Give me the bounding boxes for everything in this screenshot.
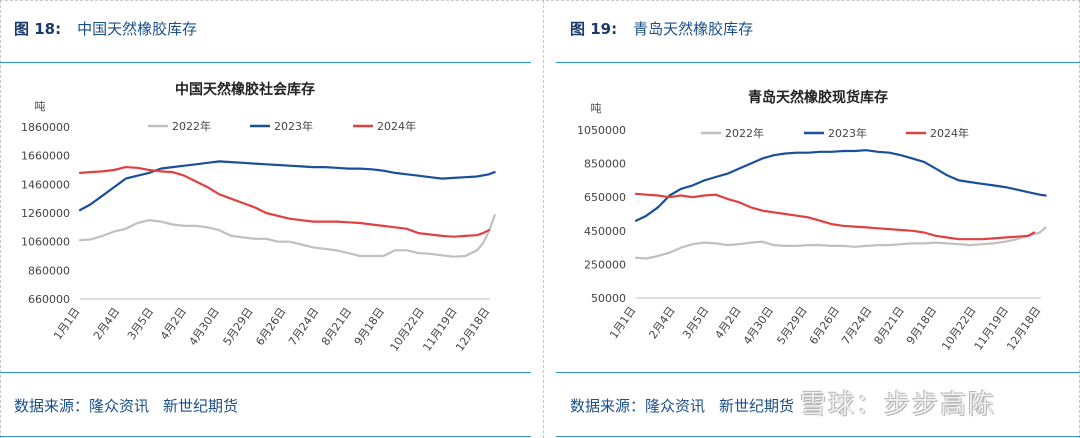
legend-label: 2024年 — [930, 126, 969, 140]
top-dashed-border — [0, 0, 1080, 1]
series-line-2024年 — [634, 192, 1036, 241]
source-note: 数据来源：隆众资讯 新世纪期货 — [570, 395, 808, 416]
chart-title: 中国天然橡胶社会库存 — [175, 81, 315, 98]
source-label: 数据来源： — [14, 397, 90, 415]
source-xinshiji: 新世纪期货 — [719, 397, 795, 415]
x-tick-label: 3月5日 — [125, 305, 156, 342]
y-tick-label: 660000 — [28, 293, 70, 306]
y-axis-unit-label: 吨 — [35, 100, 46, 113]
series-line-2022年 — [78, 214, 496, 258]
y-tick-label: 1460000 — [21, 178, 70, 191]
title-rule — [556, 62, 1080, 63]
source-longzhong: 隆众资讯 — [89, 397, 150, 415]
source-rule — [0, 372, 531, 373]
figure-title: 图 19: 青岛天然橡胶库存 — [570, 18, 753, 39]
x-tick-label: 4月30日 — [187, 305, 222, 348]
x-tick-label: 7月24日 — [839, 304, 874, 347]
series-line-2023年 — [78, 160, 496, 212]
y-tick-label: 850000 — [584, 158, 626, 171]
bottom-rule — [0, 436, 531, 437]
legend-label: 2024年 — [377, 119, 416, 133]
x-tick-label: 8月21日 — [872, 304, 907, 347]
x-tick-label: 4月2日 — [712, 304, 743, 341]
title-rule — [0, 62, 531, 63]
x-tick-label: 4月2日 — [158, 305, 189, 342]
x-tick-label: 6月26日 — [807, 304, 842, 347]
bottom-rule — [556, 436, 1080, 437]
y-tick-label: 1260000 — [21, 207, 70, 220]
x-tick-label: 5月29日 — [774, 304, 809, 347]
y-tick-label: 860000 — [28, 264, 70, 277]
legend-label: 2022年 — [725, 126, 764, 140]
center-dashed-divider — [543, 0, 544, 438]
x-tick-label: 9月18日 — [904, 304, 939, 347]
y-tick-label: 250000 — [584, 258, 626, 271]
chart-title: 青岛天然橡胶现货库存 — [748, 89, 888, 106]
series-line-2024年 — [78, 165, 490, 238]
y-tick-label: 650000 — [584, 191, 626, 204]
y-tick-label: 1660000 — [21, 150, 70, 163]
x-tick-label: 1月1日 — [607, 304, 638, 341]
watermark: 雪球：步步高陈 — [800, 390, 997, 420]
y-axis-unit-label: 吨 — [591, 102, 602, 115]
x-tick-label: 8月21日 — [319, 305, 354, 348]
legend-label: 2022年 — [172, 119, 211, 133]
figure-number: 图 18: — [14, 20, 62, 38]
left-dashed-border — [0, 0, 1, 438]
y-tick-label: 1860000 — [21, 121, 70, 134]
legend-label: 2023年 — [274, 119, 313, 133]
series-line-2022年 — [634, 226, 1047, 260]
x-tick-label: 9月18日 — [352, 305, 387, 348]
source-xinshiji: 新世纪期货 — [163, 397, 239, 415]
x-tick-label: 6月26日 — [253, 305, 288, 348]
legend-label: 2023年 — [828, 126, 867, 140]
y-tick-label: 50000 — [591, 292, 626, 305]
y-tick-label: 450000 — [584, 225, 626, 238]
x-tick-label: 5月29日 — [221, 305, 256, 348]
figure-caption: 中国天然橡胶库存 — [77, 20, 198, 38]
source-label: 数据来源： — [570, 397, 646, 415]
source-longzhong: 隆众资讯 — [645, 397, 706, 415]
figure-caption: 青岛天然橡胶库存 — [633, 20, 754, 38]
figure-title: 图 18: 中国天然橡胶库存 — [14, 18, 197, 39]
x-tick-label: 2月4日 — [647, 304, 678, 341]
series-line-2023年 — [634, 149, 1047, 222]
x-tick-label: 2月4日 — [91, 305, 122, 342]
source-rule — [556, 372, 1080, 373]
y-tick-label: 1060000 — [21, 236, 70, 249]
source-note: 数据来源：隆众资讯 新世纪期货 — [14, 395, 252, 416]
y-tick-label: 1050000 — [577, 124, 626, 137]
x-tick-label: 1月1日 — [51, 305, 82, 342]
figure-number: 图 19: — [570, 20, 618, 38]
x-tick-label: 4月30日 — [741, 304, 776, 347]
x-tick-label: 7月24日 — [286, 305, 321, 348]
figure-panel-18: 图 18: 中国天然橡胶库存 中国天然橡胶社会库存吨 660000 860000 106… — [0, 0, 531, 438]
x-tick-label: 3月5日 — [680, 304, 711, 341]
figure-panel-19: 图 19: 青岛天然橡胶库存 青岛天然橡胶现货库存吨 50000 250000 4500… — [556, 0, 1080, 438]
